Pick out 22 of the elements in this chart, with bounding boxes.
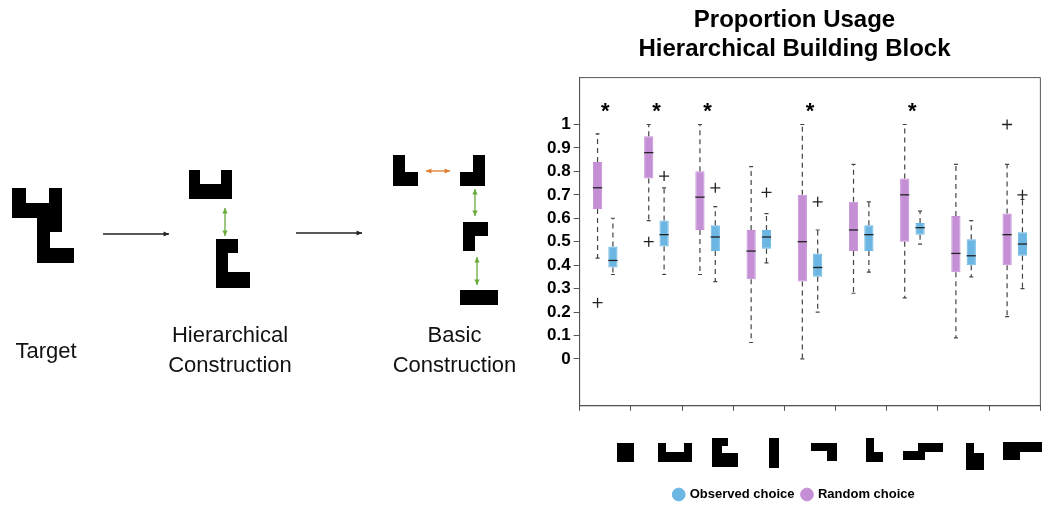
- text: Hierarchical Construction: [167, 321, 293, 379]
- y-tick-label: 0.3: [546, 278, 571, 298]
- y-tick-label: 0: [561, 348, 571, 368]
- annotation: *: [703, 97, 713, 123]
- y-tick-label: 0.8: [546, 161, 571, 181]
- y-tick-label: 1: [561, 114, 571, 134]
- y-tick-label: 0.2: [546, 301, 571, 321]
- y-tick-label: 0.7: [546, 184, 571, 204]
- y-tick-label: 0.6: [546, 207, 571, 227]
- annotation: *: [600, 97, 610, 123]
- y-tick-label: 0.9: [546, 137, 571, 157]
- text: Target: [14, 337, 78, 365]
- legend-label: Observed choice: [689, 486, 795, 502]
- chart-title: Proportion Usage Hierarchical Building Block: [638, 5, 952, 61]
- y-tick-label: 0.1: [546, 325, 571, 345]
- text: Basic Construction: [391, 321, 518, 379]
- annotation: *: [652, 97, 662, 123]
- y-tick-label: 0.4: [546, 254, 572, 274]
- y-tick-label: 0.5: [546, 231, 571, 251]
- annotation: *: [805, 97, 815, 123]
- legend-label: Random choice: [817, 486, 915, 502]
- annotation: *: [908, 97, 918, 123]
